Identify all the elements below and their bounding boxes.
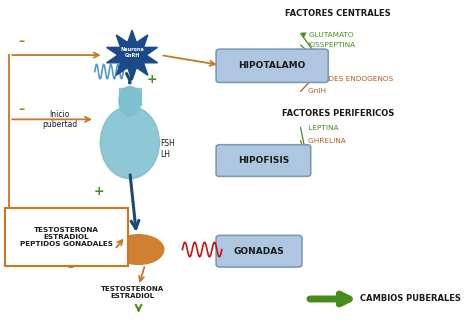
Ellipse shape — [119, 86, 141, 116]
FancyBboxPatch shape — [216, 235, 302, 267]
Text: GABA: GABA — [301, 64, 328, 70]
Text: Inicio
pubertad: Inicio pubertad — [42, 110, 77, 129]
Text: Neurona
GnRH: Neurona GnRH — [120, 47, 144, 58]
Ellipse shape — [100, 106, 159, 179]
Text: –: – — [18, 103, 25, 116]
Text: +: + — [263, 62, 273, 71]
Text: +: + — [94, 185, 105, 198]
Polygon shape — [119, 88, 141, 105]
Text: FACTORES PERIFERICOS: FACTORES PERIFERICOS — [282, 110, 394, 118]
Text: GONADAS: GONADAS — [234, 247, 284, 256]
Text: GHRELINA: GHRELINA — [301, 138, 346, 144]
Text: –: – — [68, 261, 74, 274]
Text: LEPTINA: LEPTINA — [301, 124, 338, 131]
Text: KISSPEPTINA: KISSPEPTINA — [301, 42, 355, 48]
Text: HIPOTALAMO: HIPOTALAMO — [238, 61, 306, 70]
Ellipse shape — [113, 235, 164, 264]
Polygon shape — [107, 30, 157, 80]
Text: CAMBIOS PUBERALES: CAMBIOS PUBERALES — [360, 295, 461, 304]
Text: GnIH: GnIH — [301, 88, 326, 94]
Text: HIPOFISIS: HIPOFISIS — [238, 156, 289, 165]
FancyBboxPatch shape — [216, 49, 328, 82]
Text: FSH
LH: FSH LH — [161, 139, 175, 159]
Text: –: – — [18, 35, 25, 48]
FancyBboxPatch shape — [5, 208, 128, 266]
Text: FACTORES CENTRALES: FACTORES CENTRALES — [285, 9, 391, 18]
Text: TESTOSTERONA
ESTRADIOL: TESTOSTERONA ESTRADIOL — [100, 286, 164, 299]
Text: +: + — [146, 73, 157, 86]
Text: ▼ GLUTAMATO: ▼ GLUTAMATO — [301, 31, 353, 37]
FancyBboxPatch shape — [216, 145, 310, 176]
Text: TESTOSTERONA
ESTRADIOL
PEPTIDOS GONADALES: TESTOSTERONA ESTRADIOL PEPTIDOS GONADALE… — [20, 227, 113, 247]
Text: –: – — [276, 75, 282, 88]
Text: OPIOIDES ENDOGENOS: OPIOIDES ENDOGENOS — [301, 76, 393, 82]
